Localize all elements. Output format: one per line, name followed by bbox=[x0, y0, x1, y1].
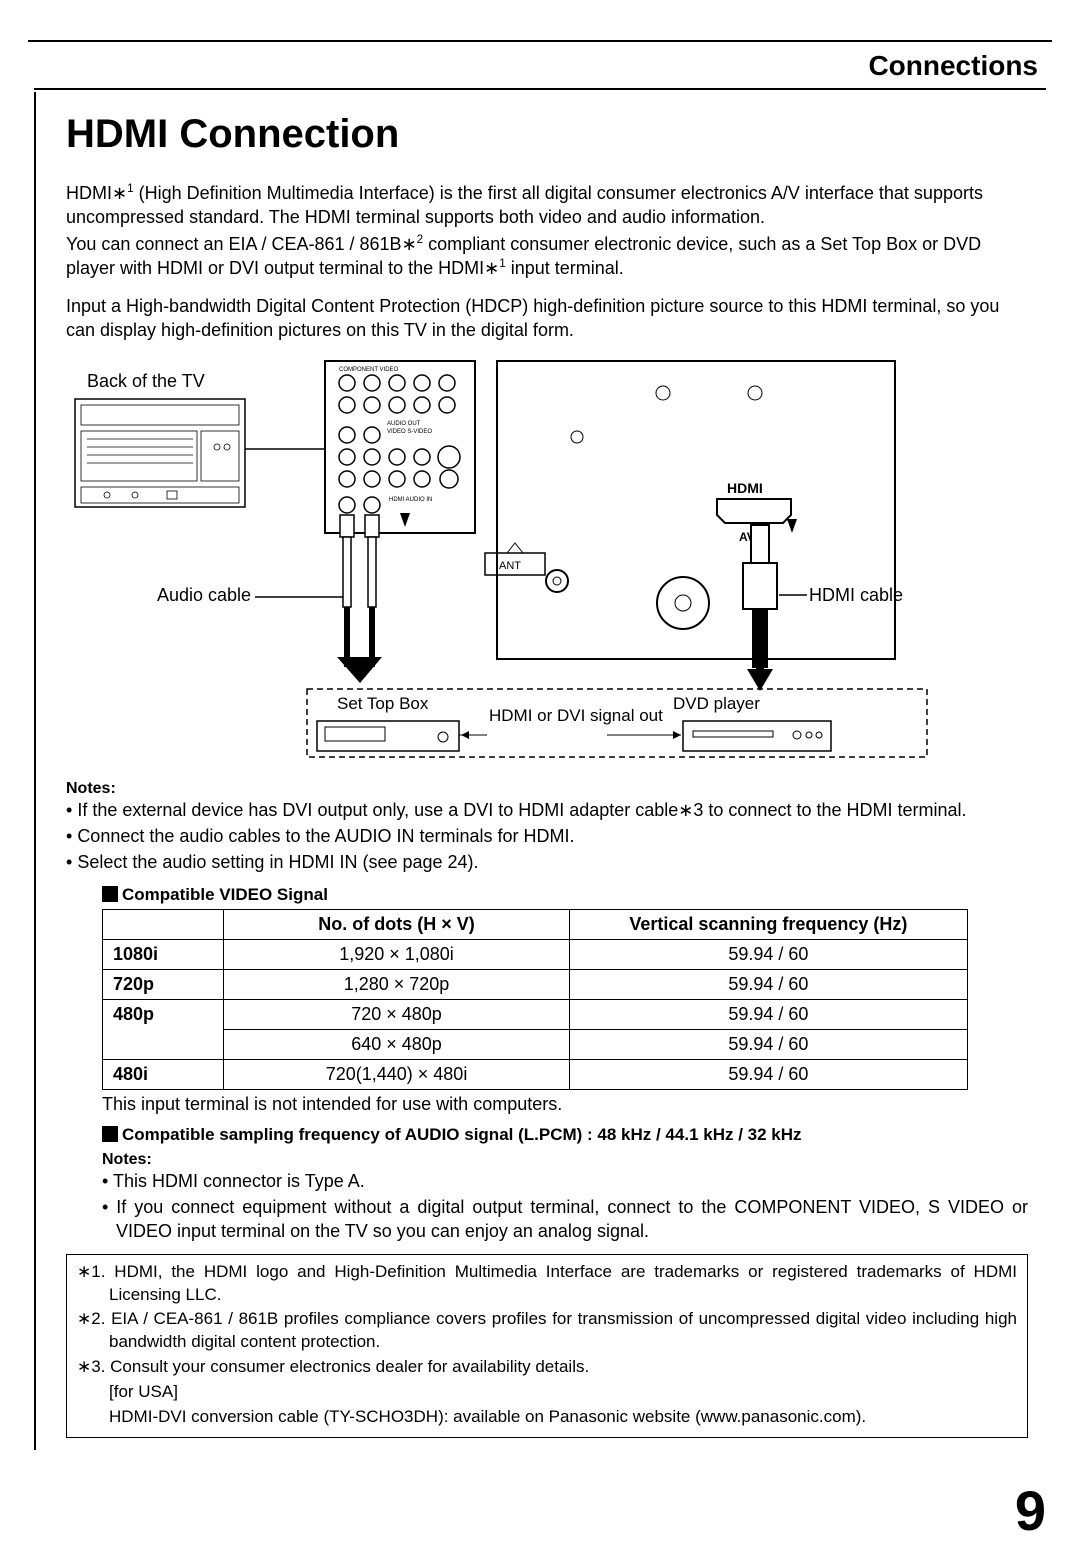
footnote: ∗1. HDMI, the HDMI logo and High-Definit… bbox=[77, 1261, 1017, 1307]
panel-audio-out: AUDIO OUT bbox=[387, 421, 421, 427]
page-title: HDMI Connection bbox=[66, 112, 1028, 157]
cell: 480i bbox=[103, 1059, 224, 1089]
square-bullet-icon bbox=[102, 886, 118, 902]
intro-p3: Input a High-bandwidth Digital Content P… bbox=[66, 294, 1028, 343]
th-blank bbox=[103, 909, 224, 939]
connection-diagram: Back of the TV COMPONENT VIDEO bbox=[66, 357, 1028, 772]
cell: 59.94 / 60 bbox=[569, 1029, 967, 1059]
content-area: HDMI Connection HDMI∗1 (High Definition … bbox=[34, 92, 1046, 1450]
audio-cable-label: Audio cable bbox=[157, 585, 251, 605]
intro-block: HDMI∗1 (High Definition Multimedia Inter… bbox=[66, 181, 1028, 343]
page-number: 9 bbox=[0, 1478, 1046, 1543]
table-row: 480i 720(1,440) × 480i 59.94 / 60 bbox=[103, 1059, 968, 1089]
video-signal-table: No. of dots (H × V) Vertical scanning fr… bbox=[102, 909, 968, 1090]
list-item: This HDMI connector is Type A. bbox=[102, 1169, 1028, 1193]
text: Compatible sampling frequency of AUDIO s… bbox=[122, 1125, 802, 1144]
hdmi-logo-label: HDMI bbox=[727, 480, 763, 496]
intro-p2: You can connect an EIA / CEA-861 / 861B∗… bbox=[66, 232, 1028, 281]
square-bullet-icon bbox=[102, 1126, 118, 1142]
cell: 480p bbox=[103, 999, 224, 1059]
ant-label: ANT bbox=[499, 560, 521, 572]
list-item: If the external device has DVI output on… bbox=[66, 798, 1028, 822]
cell: 1,280 × 720p bbox=[224, 969, 570, 999]
panel-hdmi-audio-in: HDMI AUDIO IN bbox=[389, 497, 432, 503]
cell: 720p bbox=[103, 969, 224, 999]
footnote-box: ∗1. HDMI, the HDMI logo and High-Definit… bbox=[66, 1254, 1028, 1439]
panel-video-svideo: VIDEO S-VIDEO bbox=[387, 429, 432, 435]
signal-label: HDMI or DVI signal out bbox=[489, 706, 663, 725]
video-signal-header: Compatible VIDEO Signal bbox=[102, 885, 1028, 905]
cell: 59.94 / 60 bbox=[569, 969, 967, 999]
th-dots: No. of dots (H × V) bbox=[224, 909, 570, 939]
settop-label: Set Top Box bbox=[337, 694, 429, 713]
video-signal-footnote: This input terminal is not intended for … bbox=[102, 1094, 1028, 1115]
text: input terminal. bbox=[506, 258, 624, 278]
panel-top-label: COMPONENT VIDEO bbox=[339, 367, 399, 373]
th-freq: Vertical scanning frequency (Hz) bbox=[569, 909, 967, 939]
diagram-svg: Back of the TV COMPONENT VIDEO bbox=[66, 357, 1028, 767]
table-row: 1080i 1,920 × 1,080i 59.94 / 60 bbox=[103, 939, 968, 969]
page: Connections HDMI Connection HDMI∗1 (High… bbox=[28, 40, 1052, 1470]
cell: 59.94 / 60 bbox=[569, 999, 967, 1029]
table-row: 640 × 480p 59.94 / 60 bbox=[103, 1029, 968, 1059]
text: You can connect an EIA / CEA-861 / 861B∗ bbox=[66, 234, 417, 254]
back-of-tv-label: Back of the TV bbox=[87, 371, 205, 391]
text: HDMI∗ bbox=[66, 183, 127, 203]
cell: 1,920 × 1,080i bbox=[224, 939, 570, 969]
cell: 720(1,440) × 480i bbox=[224, 1059, 570, 1089]
text: (High Definition Multimedia Interface) i… bbox=[66, 183, 983, 227]
notes-header: Notes: bbox=[102, 1151, 1028, 1169]
table-row: 720p 1,280 × 720p 59.94 / 60 bbox=[103, 969, 968, 999]
footnote: [for USA] bbox=[77, 1381, 1017, 1404]
notes-list-2: This HDMI connector is Type A. If you co… bbox=[102, 1169, 1028, 1244]
cell: 640 × 480p bbox=[224, 1029, 570, 1059]
table-row: No. of dots (H × V) Vertical scanning fr… bbox=[103, 909, 968, 939]
cell: 1080i bbox=[103, 939, 224, 969]
notes-1: Notes: If the external device has DVI ou… bbox=[66, 780, 1028, 875]
dvd-label: DVD player bbox=[673, 694, 760, 713]
cell: 59.94 / 60 bbox=[569, 1059, 967, 1089]
text: Compatible VIDEO Signal bbox=[122, 885, 328, 904]
table-row: 480p 720 × 480p 59.94 / 60 bbox=[103, 999, 968, 1029]
notes-list-1: If the external device has DVI output on… bbox=[66, 798, 1028, 875]
section-header: Connections bbox=[34, 42, 1046, 90]
list-item: Select the audio setting in HDMI IN (see… bbox=[66, 850, 1028, 874]
audio-signal-header: Compatible sampling frequency of AUDIO s… bbox=[102, 1125, 1028, 1145]
list-item: Connect the audio cables to the AUDIO IN… bbox=[66, 824, 1028, 848]
footnote: ∗2. EIA / CEA-861 / 861B profiles compli… bbox=[77, 1308, 1017, 1354]
hdmi-cable-label: HDMI cable bbox=[809, 585, 903, 605]
list-item: If you connect equipment without a digit… bbox=[102, 1195, 1028, 1244]
notes-2: Notes: This HDMI connector is Type A. If… bbox=[102, 1151, 1028, 1244]
notes-header: Notes: bbox=[66, 780, 1028, 798]
footnote: ∗3. Consult your consumer electronics de… bbox=[77, 1356, 1017, 1379]
footnote: HDMI-DVI conversion cable (TY-SCHO3DH): … bbox=[77, 1406, 1017, 1429]
cell: 59.94 / 60 bbox=[569, 939, 967, 969]
cell: 720 × 480p bbox=[224, 999, 570, 1029]
intro-p1: HDMI∗1 (High Definition Multimedia Inter… bbox=[66, 181, 1028, 230]
